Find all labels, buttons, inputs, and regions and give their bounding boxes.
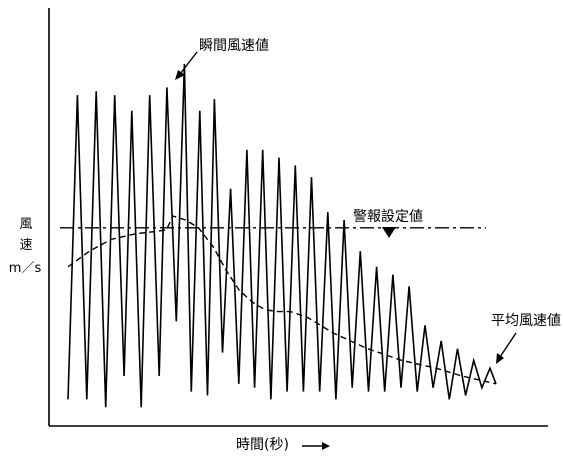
x-axis-label: 時間(秒) xyxy=(236,437,289,453)
y-axis-label-char-1: 風 xyxy=(19,217,32,232)
annotation-instant-arrow-icon xyxy=(175,51,198,80)
annotation-threshold-label: 警報設定値 xyxy=(353,209,423,225)
series-line-average xyxy=(67,215,497,385)
annotation-average-label: 平均風速値 xyxy=(491,313,561,329)
y-axis-label-char-2: 速 xyxy=(19,238,32,253)
threshold-marker-icon xyxy=(382,227,396,238)
annotation-instant-label: 瞬間風速値 xyxy=(199,38,269,54)
x-axis-arrow-icon xyxy=(302,442,330,450)
series-line-instant xyxy=(67,63,497,408)
annotation-average-arrow-icon xyxy=(496,332,517,364)
y-axis-unit: m／s xyxy=(9,261,42,276)
